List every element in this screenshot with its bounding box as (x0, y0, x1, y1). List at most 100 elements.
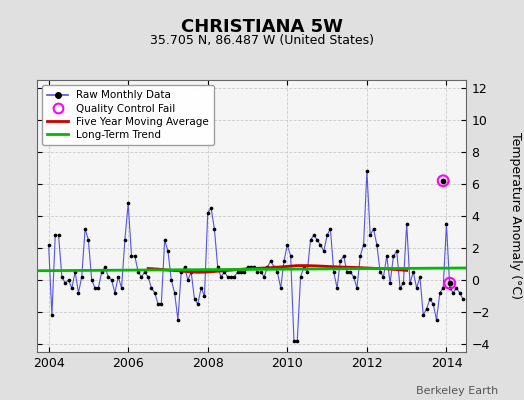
Point (376, 269, 384, 275)
Point (140, 269, 149, 275)
Point (257, 269, 265, 275)
Point (197, 285, 205, 291)
Point (353, 285, 361, 291)
Point (297, 274, 305, 280)
Point (61, 280, 69, 286)
Text: CHRISTIANA 5W: CHRISTIANA 5W (181, 18, 343, 36)
Point (300, 264, 308, 270)
Point (432, 317, 441, 323)
Point (78, 274, 86, 280)
Point (273, 269, 281, 275)
Point (71, 269, 79, 275)
Point (104, 274, 113, 280)
Point (439, 178, 447, 184)
Point (97, 269, 106, 275)
Point (340, 253, 348, 259)
Point (313, 237, 321, 243)
Point (190, 296, 199, 302)
Point (193, 301, 202, 307)
Point (91, 285, 99, 291)
Point (260, 274, 268, 280)
Point (399, 280, 408, 286)
Point (449, 290, 457, 296)
Point (409, 269, 418, 275)
Point (402, 221, 411, 227)
Point (111, 290, 119, 296)
Point (84, 237, 93, 243)
Point (303, 269, 311, 275)
Point (392, 248, 401, 254)
Point (250, 264, 258, 270)
Point (330, 269, 338, 275)
Point (147, 285, 156, 291)
Point (363, 168, 371, 174)
Point (167, 277, 176, 283)
Point (58, 274, 66, 280)
Point (45, 242, 53, 248)
Point (386, 280, 394, 286)
Point (369, 226, 378, 232)
Point (455, 290, 464, 296)
Point (439, 285, 447, 291)
Point (263, 264, 271, 270)
Point (174, 317, 182, 323)
Point (150, 290, 159, 296)
Point (445, 280, 454, 286)
Point (243, 264, 252, 270)
Point (350, 274, 358, 280)
Point (346, 269, 355, 275)
Point (144, 274, 152, 280)
Point (366, 232, 374, 238)
Point (210, 226, 219, 232)
Point (170, 290, 179, 296)
Point (290, 338, 298, 344)
Point (333, 285, 341, 291)
Point (220, 269, 228, 275)
Point (379, 274, 388, 280)
Point (396, 285, 404, 291)
Text: 35.705 N, 86.487 W (United States): 35.705 N, 86.487 W (United States) (150, 34, 374, 47)
Point (121, 237, 129, 243)
Point (445, 280, 454, 286)
Point (154, 301, 162, 307)
Legend: Raw Monthly Data, Quality Control Fail, Five Year Moving Average, Long-Term Tren: Raw Monthly Data, Quality Control Fail, … (42, 85, 214, 145)
Point (180, 264, 189, 270)
Text: Berkeley Earth: Berkeley Earth (416, 386, 498, 396)
Point (51, 232, 59, 238)
Point (94, 285, 103, 291)
Point (184, 277, 192, 283)
Point (442, 221, 451, 227)
Point (459, 296, 467, 302)
Point (326, 226, 335, 232)
Point (117, 285, 126, 291)
Point (270, 264, 278, 270)
Point (134, 269, 143, 275)
Point (452, 285, 461, 291)
Point (356, 253, 365, 259)
Point (429, 301, 438, 307)
Point (320, 248, 328, 254)
Point (343, 269, 351, 275)
Point (310, 232, 318, 238)
Point (307, 237, 315, 243)
Point (445, 285, 454, 291)
Point (237, 269, 245, 275)
Point (217, 274, 225, 280)
Point (64, 277, 73, 283)
Point (359, 242, 368, 248)
Point (160, 237, 169, 243)
Point (383, 253, 391, 259)
Point (412, 285, 421, 291)
Point (323, 232, 331, 238)
Point (127, 253, 136, 259)
Point (130, 253, 139, 259)
Point (114, 274, 123, 280)
Point (164, 248, 172, 254)
Point (373, 242, 381, 248)
Point (277, 285, 285, 291)
Point (200, 293, 209, 299)
Point (54, 232, 63, 238)
Point (253, 269, 261, 275)
Point (287, 253, 295, 259)
Point (48, 312, 56, 318)
